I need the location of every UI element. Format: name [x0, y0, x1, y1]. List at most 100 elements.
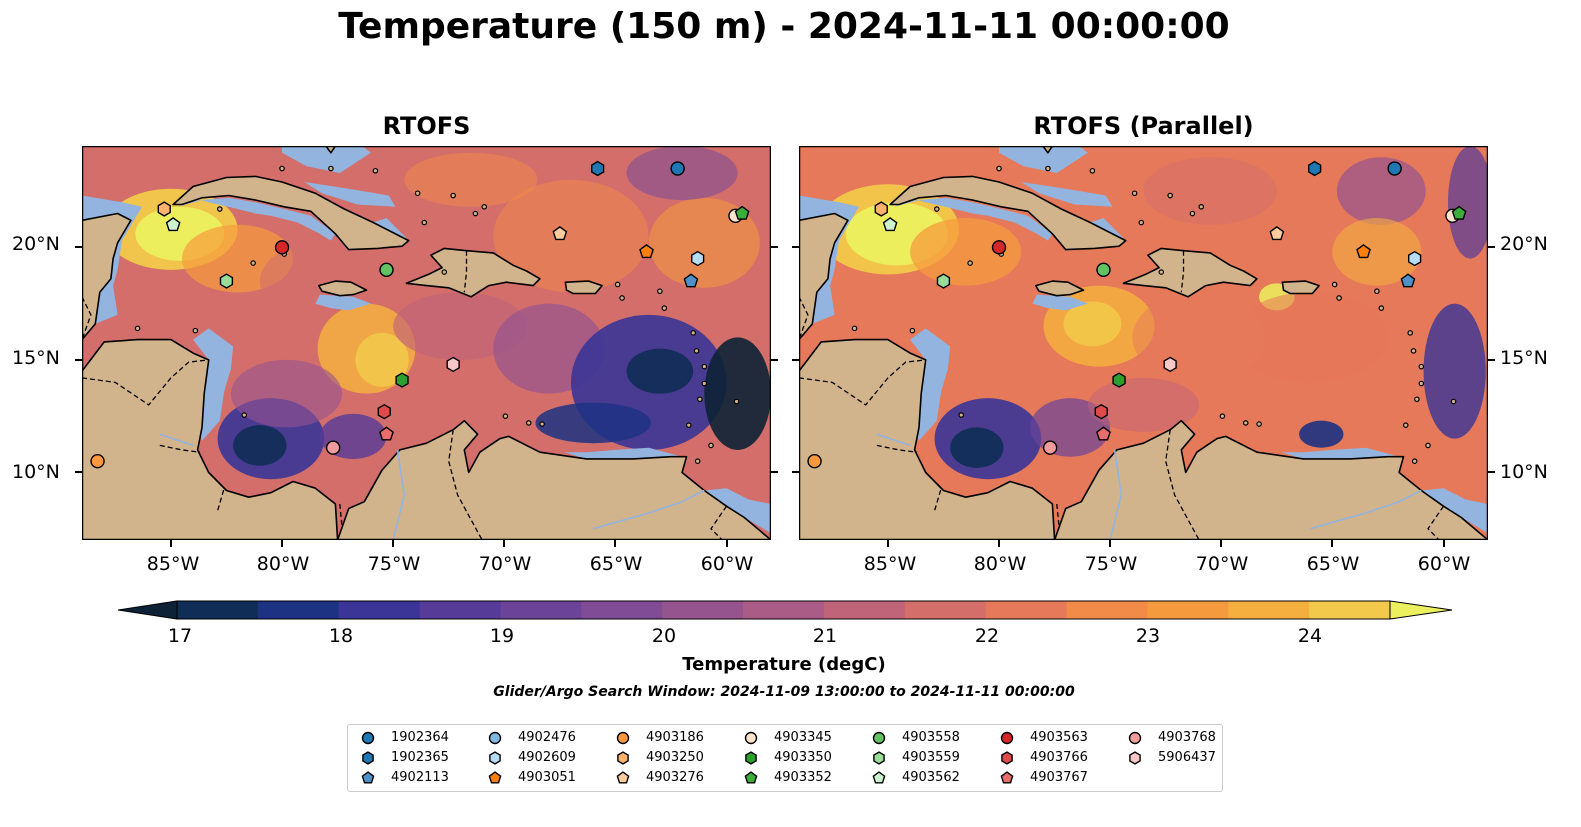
lon-label-80w: 80°W: [256, 553, 310, 575]
legend-item-4903558: 4903558: [871, 728, 991, 748]
island: [733, 398, 740, 405]
temperature-anomaly: [393, 292, 527, 360]
float-marker-4903558: [1096, 262, 1111, 278]
colorbar-tick-23: 23: [1135, 625, 1161, 647]
colorbar: [117, 600, 1453, 620]
legend-marker: [488, 771, 502, 784]
land-hispaniola: [405, 247, 541, 298]
lon-tick: [614, 540, 617, 547]
island: [708, 442, 714, 449]
lat-tick: [771, 471, 778, 474]
temperature-anomaly: [1448, 146, 1488, 259]
island: [690, 330, 697, 336]
colorbar-segment: [904, 601, 987, 619]
legend-label: 4902609: [518, 750, 576, 765]
lat-tick: [1488, 246, 1495, 249]
island: [525, 420, 532, 426]
legend-marker: [488, 731, 502, 745]
island: [1414, 396, 1420, 403]
legend-marker: [873, 751, 885, 765]
temperature-anomaly: [355, 332, 409, 387]
lon-tick: [1109, 540, 1112, 547]
legend-label: 4903186: [646, 730, 704, 745]
country-border: [463, 250, 468, 293]
colorbar-tick-18: 18: [328, 625, 354, 647]
legend-item-4903276: 4903276: [615, 768, 735, 788]
lon-tick: [725, 540, 728, 547]
lat-tick: [792, 358, 799, 361]
legend-item-1902365: 1902365: [360, 748, 480, 768]
float-marker-4902609: [1408, 250, 1422, 267]
lat-tick: [771, 246, 778, 249]
island: [1378, 305, 1385, 311]
island: [1189, 210, 1196, 217]
island: [481, 203, 488, 210]
island: [472, 210, 479, 217]
float-marker-1902364: [1387, 161, 1402, 176]
island: [441, 269, 448, 275]
legend-label: 4903276: [646, 770, 704, 785]
temperature-anomaly: [1063, 301, 1122, 347]
country-border: [799, 359, 926, 406]
colorbar-segment: [662, 601, 744, 619]
float-marker-4903766: [1094, 403, 1108, 420]
island: [1158, 269, 1165, 275]
legend-item-4903563: 4903563: [999, 728, 1119, 748]
colorbar-label: Temperature (degC): [682, 654, 886, 675]
temperature-anomaly: [233, 425, 287, 466]
shallow-shelf: [177, 197, 336, 241]
legend-marker-circle-icon: [872, 731, 886, 745]
float-marker-4903186: [90, 454, 105, 469]
colorbar-tick-22: 22: [974, 625, 1000, 647]
legend-marker: [616, 771, 630, 784]
lat-label-10n-right: 10°N: [1500, 461, 1548, 483]
legend-marker-pentagon-icon: [616, 771, 630, 784]
temperature-anomaly: [404, 152, 538, 207]
legend-label: 4903768: [1158, 730, 1216, 745]
shallow-shelf: [564, 447, 683, 459]
float-marker-4903562: [165, 217, 181, 232]
lon-tick: [281, 540, 284, 547]
legend-marker-hexagon-icon: [873, 751, 885, 765]
map-frame: [799, 146, 1488, 540]
legend: 1902364 1902365 4902113 4902476 4902609 49030…: [347, 724, 1223, 792]
legend-marker: [1001, 751, 1013, 765]
colorbar-segment: [581, 601, 663, 619]
legend-item-4903350: 4903350: [743, 748, 863, 768]
legend-label: 4903562: [902, 770, 960, 785]
lon-label-85w-right: 85°W: [863, 553, 917, 575]
legend-item-4902609: 4902609: [487, 748, 607, 768]
island: [934, 206, 940, 212]
legend-marker-circle-icon: [361, 731, 375, 745]
legend-label: 4903350: [774, 750, 832, 765]
temperature-anomaly: [1132, 292, 1266, 383]
float-marker-4903276: [1269, 226, 1285, 241]
shallow-shelf: [1021, 182, 1113, 207]
legend-label: 4903345: [774, 730, 832, 745]
temperature-anomaly: [1299, 420, 1344, 448]
legend-marker: [745, 751, 757, 765]
float-marker-4903767: [1096, 426, 1111, 441]
lon-tick: [886, 540, 889, 547]
temperature-anomaly: [1232, 292, 1388, 383]
float-marker-4903352: [734, 205, 750, 220]
island: [1418, 380, 1425, 387]
temperature-anomaly: [1423, 303, 1486, 439]
country-border: [339, 503, 343, 527]
land-jamaica: [317, 280, 368, 297]
legend-marker: [362, 751, 374, 765]
country-border: [1180, 250, 1185, 293]
legend-label: 4903558: [902, 730, 960, 745]
river: [1109, 449, 1123, 540]
colorbar-segment: [985, 601, 1068, 619]
lat-tick: [792, 471, 799, 474]
island: [1450, 398, 1457, 405]
float-marker-1902365: [591, 160, 605, 177]
temperature-field: [104, 146, 771, 480]
colorbar-segment: [743, 601, 825, 619]
legend-marker: [1129, 751, 1141, 765]
float-marker-4903558: [379, 262, 394, 278]
legend-marker: [872, 731, 886, 745]
country-border: [799, 296, 809, 340]
lon-tick: [392, 540, 395, 547]
